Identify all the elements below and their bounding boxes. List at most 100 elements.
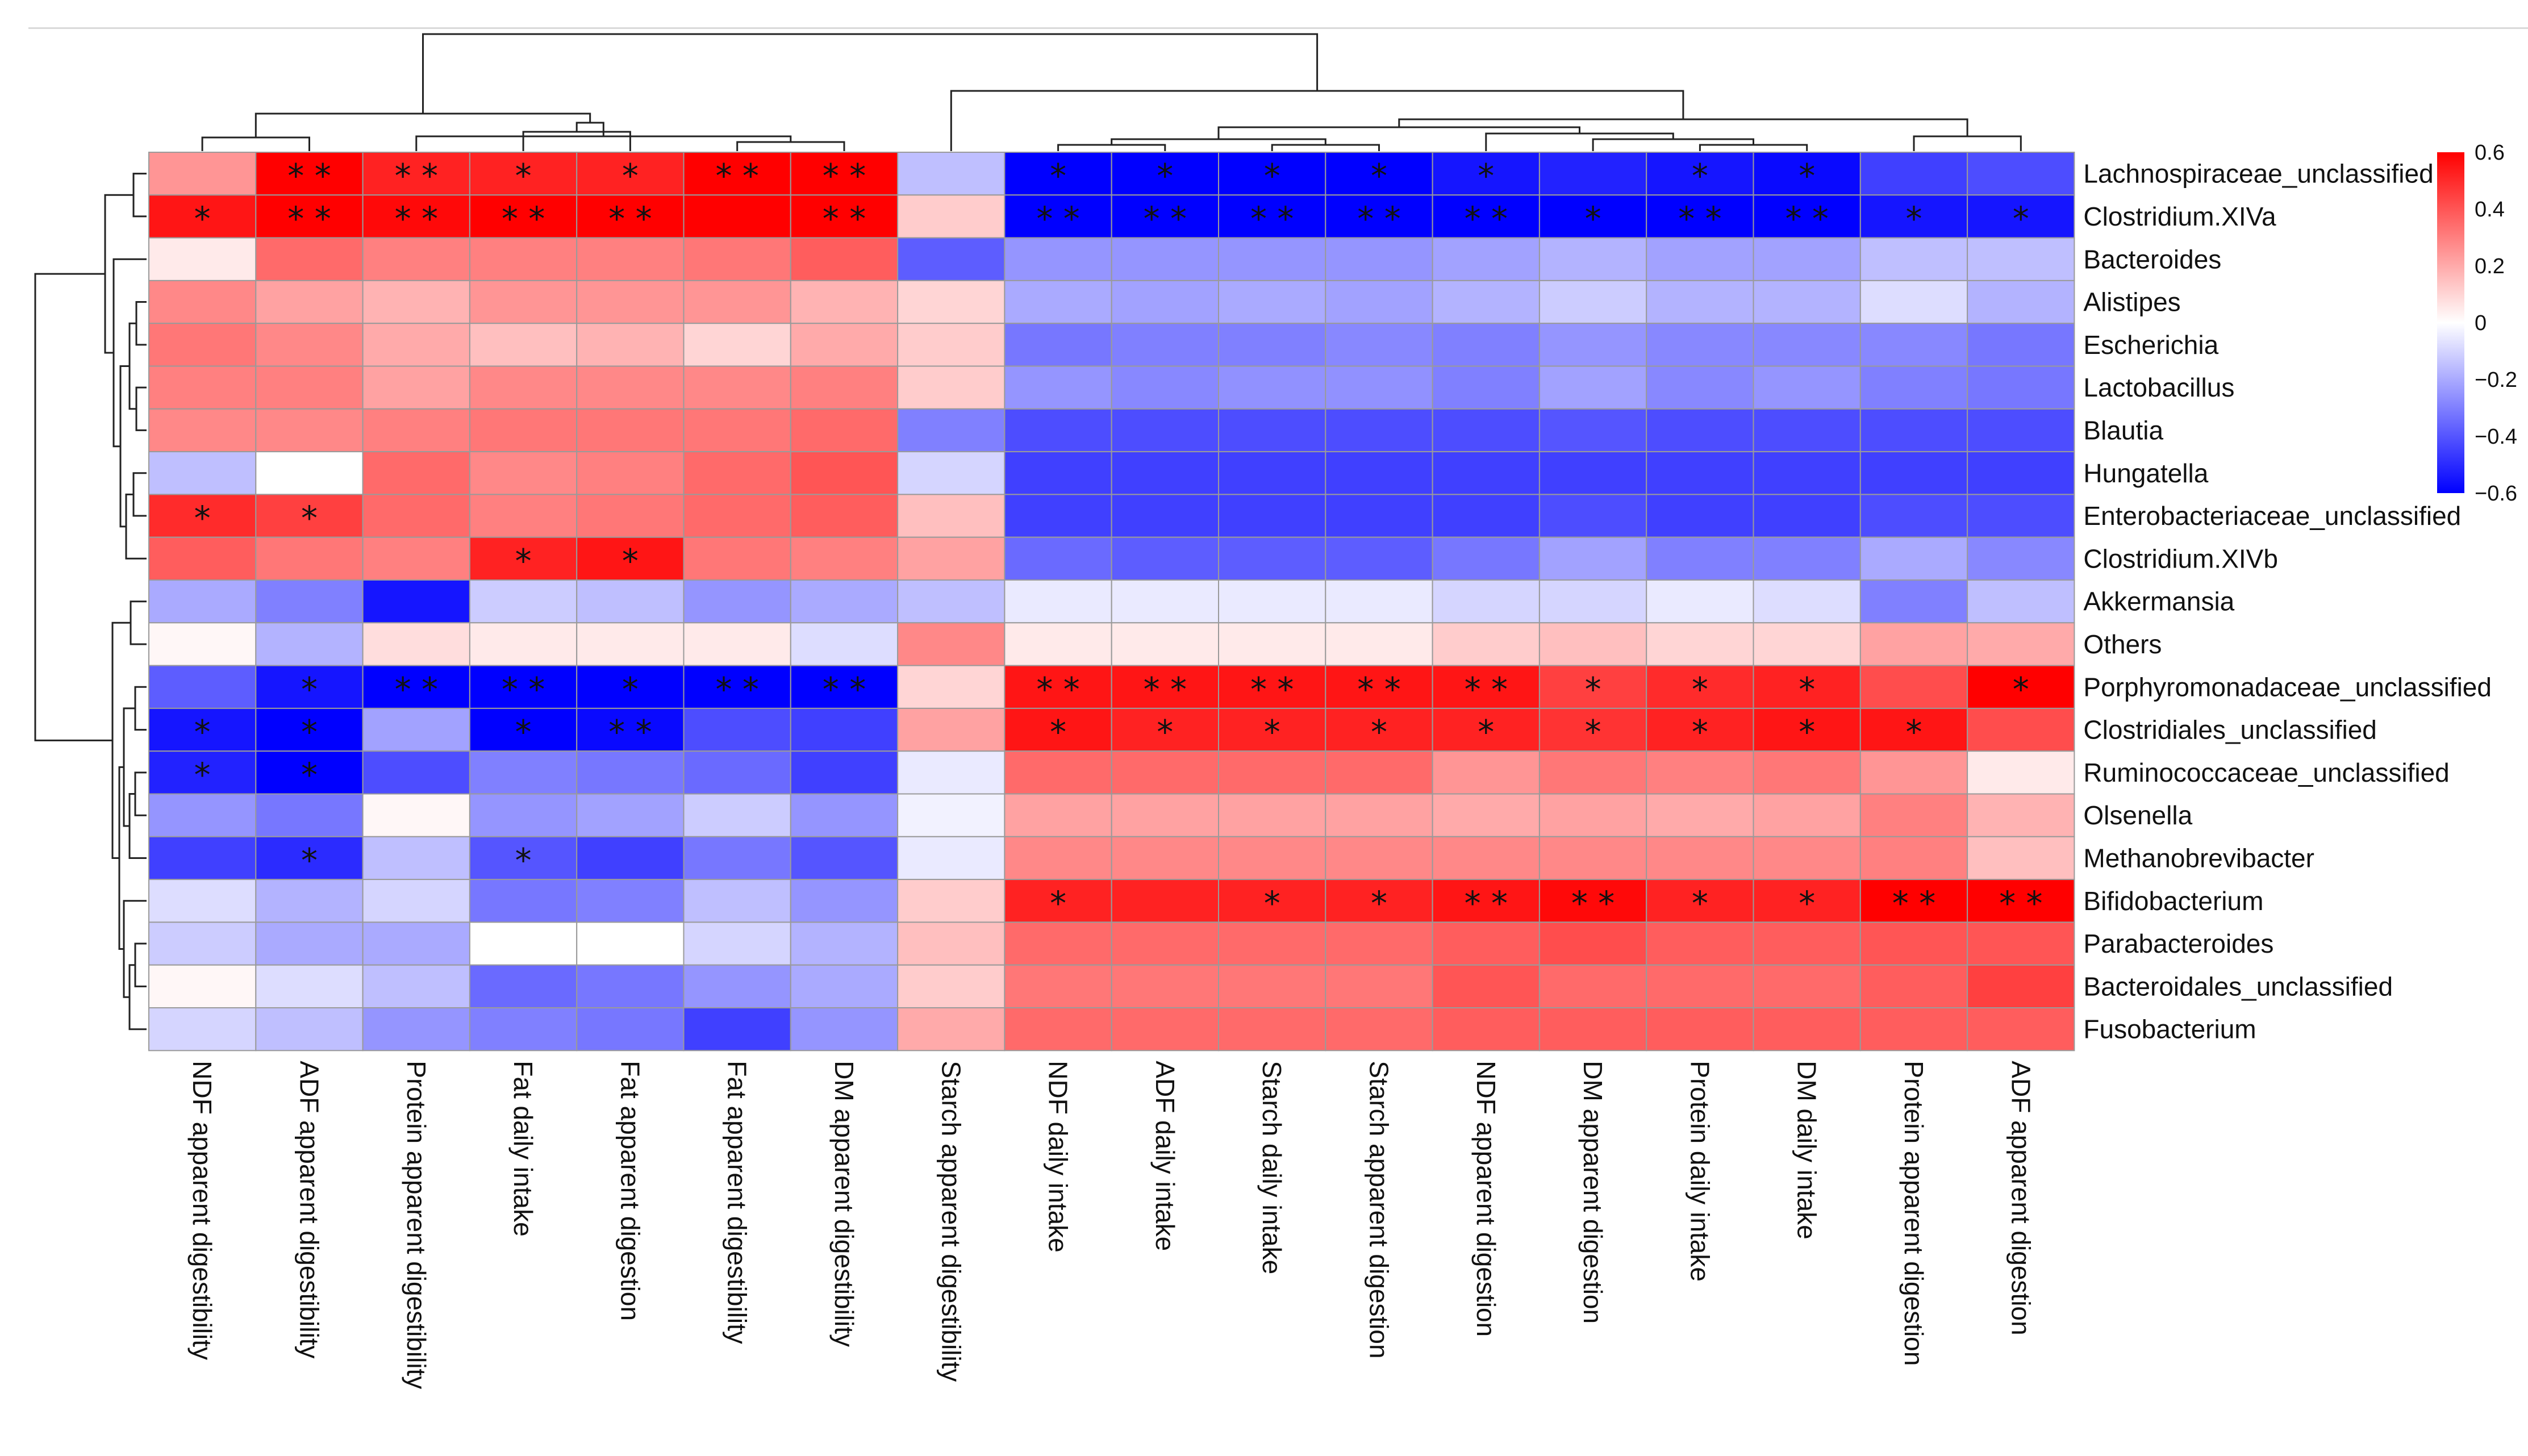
- heatmap-cell: [1432, 921, 1540, 966]
- heatmap-cell: [255, 836, 364, 881]
- heatmap-cell: [1859, 750, 1968, 795]
- significance-mark: * *: [1250, 199, 1294, 238]
- heatmap-cell: [1218, 836, 1326, 881]
- row-dendrogram-branch: [128, 322, 136, 410]
- row-label: Clostridium.XIVb: [2083, 544, 2278, 573]
- column-label: Protein daily intake: [1685, 1061, 1714, 1282]
- heatmap-cell: [1432, 365, 1540, 410]
- heatmap-cell: [1004, 1007, 1112, 1052]
- heatmap-cell: [1432, 793, 1540, 837]
- heatmap-cell: [897, 1007, 1006, 1052]
- heatmap-cell: [790, 1007, 899, 1052]
- heatmap-cell: [1325, 536, 1433, 581]
- heatmap-cell: [1325, 750, 1433, 795]
- heatmap-cell: [255, 408, 364, 453]
- heatmap-cell: [1967, 365, 2075, 410]
- significance-mark: *: [1799, 157, 1815, 195]
- significance-mark: *: [1264, 713, 1280, 752]
- heatmap-cell: [1004, 451, 1112, 495]
- heatmap-cell: [1646, 279, 1754, 324]
- row-label: Enterobacteriaceae_unclassified: [2083, 501, 2461, 531]
- heatmap-cell: [576, 921, 685, 966]
- heatmap-cell: [897, 921, 1006, 966]
- heatmap-cell: [1967, 793, 2075, 837]
- heatmap-cell: [1111, 323, 1219, 367]
- significance-mark: * *: [395, 157, 438, 195]
- heatmap-cell: [469, 622, 578, 666]
- heatmap-cell: [362, 750, 470, 795]
- heatmap-cell: [362, 494, 470, 538]
- row-dendrogram-branch: [119, 365, 130, 528]
- heatmap-cell: [576, 1007, 685, 1052]
- heatmap-cell: [255, 879, 364, 923]
- heatmap-cell: [148, 836, 257, 881]
- heatmap-cell: [1538, 451, 1647, 495]
- heatmap-cell: [1218, 1007, 1326, 1052]
- heatmap-cell: [362, 579, 470, 624]
- column-label: Protein apparent digestion: [1899, 1061, 1929, 1366]
- heatmap-cell: [1538, 237, 1647, 281]
- heatmap-cell: [255, 194, 364, 239]
- heatmap-cell: [683, 622, 791, 666]
- significance-mark: *: [515, 157, 532, 195]
- significance-mark: *: [515, 541, 532, 580]
- heatmap-cell: [1111, 1007, 1219, 1052]
- heatmap-cell: [469, 494, 578, 538]
- heatmap-cell: [1432, 279, 1540, 324]
- significance-mark: * *: [395, 670, 438, 708]
- heatmap-cell: [362, 836, 470, 881]
- heatmap-cell: [1859, 451, 1968, 495]
- significance-mark: *: [301, 713, 318, 752]
- heatmap-cell: [683, 408, 791, 453]
- heatmap-cell: [362, 1007, 470, 1052]
- heatmap-cell: [1753, 451, 1861, 495]
- heatmap-cell: [1004, 494, 1112, 538]
- heatmap-cell: [1967, 836, 2075, 881]
- heatmap-cell: [1859, 793, 1968, 837]
- heatmap-cell: [1004, 707, 1112, 752]
- heatmap-cell: [1646, 365, 1754, 410]
- heatmap-cell: [790, 279, 899, 324]
- heatmap-cell: [362, 707, 470, 752]
- heatmap-cell: [1967, 750, 2075, 795]
- heatmap-cell: [1967, 579, 2075, 624]
- legend-tick-label: −0.4: [2475, 425, 2517, 449]
- heatmap-cell: [255, 921, 364, 966]
- heatmap-cell: [1646, 408, 1754, 453]
- heatmap-cell: [1753, 365, 1861, 410]
- heatmap-cell: [1111, 921, 1219, 966]
- heatmap-cell: [1646, 879, 1754, 923]
- significance-mark: *: [515, 713, 532, 752]
- legend-tick-label: 0: [2475, 311, 2487, 335]
- heatmap-cell: [362, 879, 470, 923]
- significance-mark: * *: [287, 157, 331, 195]
- heatmap-cell: [1004, 365, 1112, 410]
- column-label: Starch apparent digestibility: [936, 1061, 966, 1382]
- heatmap-cell: [683, 707, 791, 752]
- heatmap-cell: [1432, 408, 1540, 453]
- heatmap-cell: [576, 707, 685, 752]
- heatmap-cell: [1111, 451, 1219, 495]
- significance-mark: *: [1478, 157, 1494, 195]
- row-dendrogram-branch: [128, 964, 147, 1031]
- heatmap-cell: [1218, 237, 1326, 281]
- heatmap-cell: [1859, 836, 1968, 881]
- heatmap-cell: [1967, 451, 2075, 495]
- significance-mark: * *: [1144, 670, 1187, 708]
- heatmap-cell: [790, 921, 899, 966]
- significance-mark: *: [1264, 157, 1280, 195]
- color-legend-ticks: 0.6 0.4 0.2 0 −0.2 −0.4 −0.6: [2475, 141, 2517, 506]
- heatmap-cell: [1753, 579, 1861, 624]
- heatmap-cell: [897, 793, 1006, 837]
- heatmap-cell: [469, 408, 578, 453]
- heatmap-cell: [362, 408, 470, 453]
- column-dendrogram: [201, 33, 2022, 151]
- heatmap-cell: [1004, 323, 1112, 367]
- heatmap-cell: [148, 323, 257, 367]
- heatmap-cell: [1111, 494, 1219, 538]
- heatmap-cell: [148, 536, 257, 581]
- significance-mark: *: [194, 199, 211, 238]
- heatmap-cell: [1646, 494, 1754, 538]
- heatmap-cell: [790, 152, 899, 196]
